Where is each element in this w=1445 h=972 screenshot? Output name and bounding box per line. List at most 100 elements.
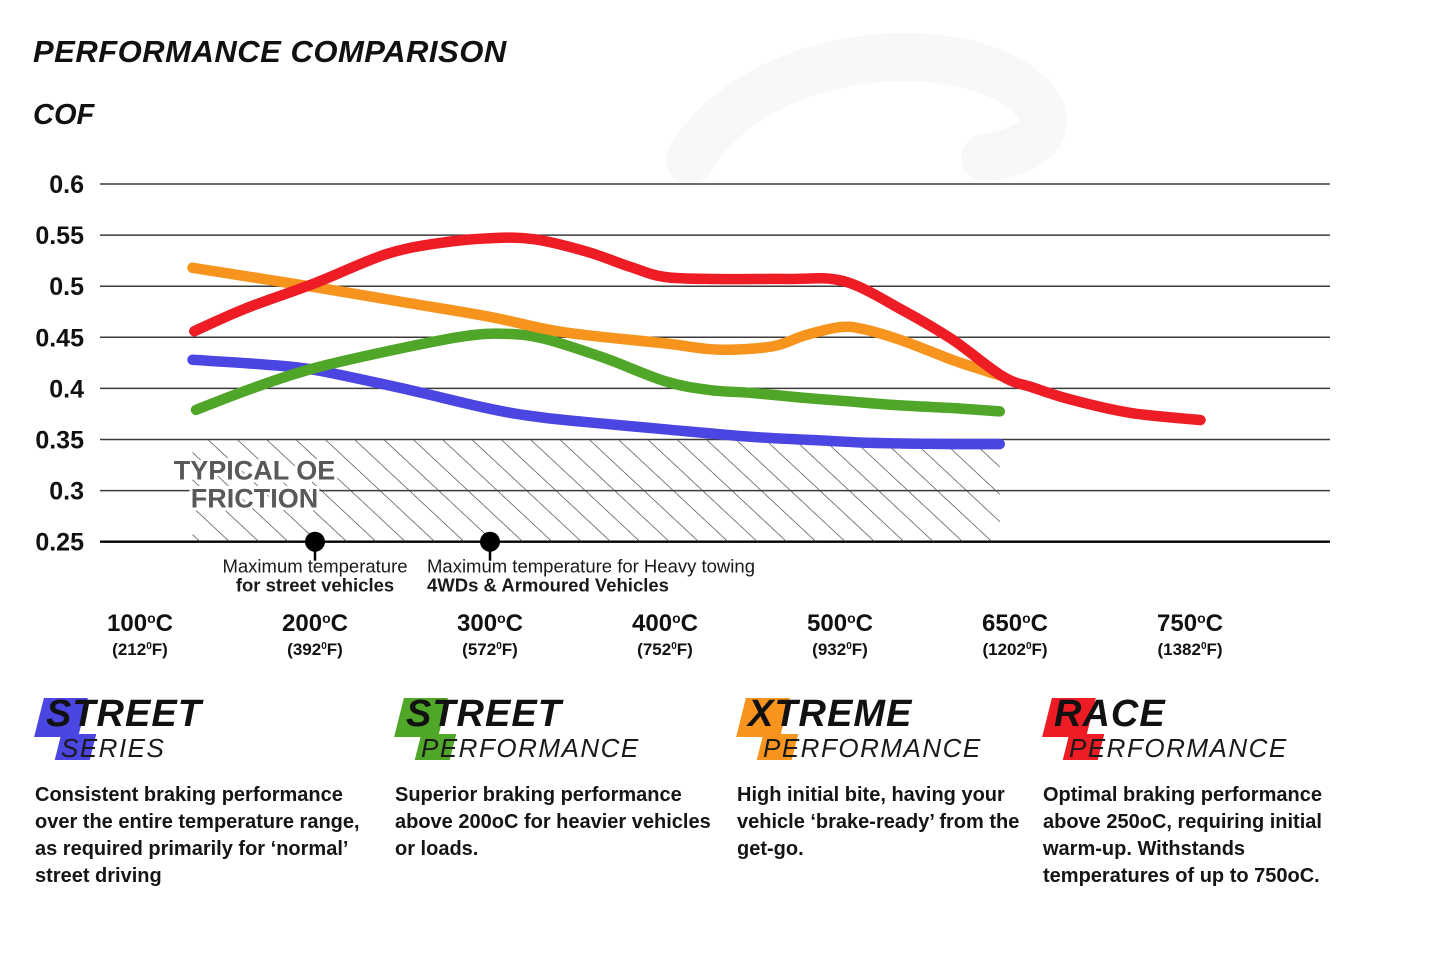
y-axis-tick-label: 0.35 <box>35 427 84 455</box>
tspan: F) <box>852 640 868 659</box>
typical-oe-friction-hatch <box>192 439 1000 542</box>
x-axis-tick-label-celsius: 300oC <box>457 610 523 637</box>
tspan: 650 <box>982 610 1022 637</box>
line-street-performance <box>190 328 1006 417</box>
tspan: 0 <box>321 641 327 652</box>
tspan: 0 <box>1201 641 1207 652</box>
legend-description: Optimal braking performance above 250oC,… <box>1043 784 1322 887</box>
tspan: 400 <box>632 610 672 637</box>
tspan: C <box>1206 610 1223 637</box>
tspan: o <box>1022 610 1031 626</box>
tspan: o <box>147 610 156 626</box>
x-axis-tick-label-celsius: 200oC <box>282 610 348 637</box>
marker-dot <box>305 531 325 552</box>
tspan: 0 <box>146 641 152 652</box>
y-axis-tick-label: 0.6 <box>49 171 84 199</box>
tspan: 750 <box>1157 610 1197 637</box>
y-axis-tick-label: 0.5 <box>49 273 84 301</box>
logo-word-top: STREET <box>46 693 202 735</box>
logo-word-bottom: PERFORMANCE <box>763 733 982 763</box>
tspan: F) <box>677 640 693 659</box>
tspan: o <box>847 610 856 626</box>
marker-annotation-line: 4WDs & Armoured Vehicles <box>427 575 669 596</box>
tspan: C <box>681 610 698 637</box>
marker-annotation-line: for street vehicles <box>236 575 394 596</box>
tspan: (1382 <box>1157 640 1200 659</box>
logo-word-top: XTREME <box>748 693 913 735</box>
watermark-swoosh <box>666 32 1068 184</box>
logo-word-bottom: PERFORMANCE <box>1069 733 1288 763</box>
page-title: PERFORMANCE COMPARISON <box>33 34 507 69</box>
legend-description: High initial bite, having your vehicle ‘… <box>737 784 1020 860</box>
y-axis-tick-label: 0.4 <box>49 375 84 403</box>
x-axis-tick-label-celsius: 100oC <box>107 610 173 637</box>
logo-word-top: RACE <box>1054 693 1166 735</box>
typical-oe-friction-label: FRICTION <box>191 484 319 514</box>
y-axis-tick-label: 0.55 <box>35 222 84 250</box>
line-xtreme-performance <box>187 262 1008 382</box>
tspan: (752 <box>637 640 671 659</box>
street-performance-logo: STREET PERFORMANCE <box>394 693 725 771</box>
tspan: F) <box>327 640 343 659</box>
marker-annotation-line: Maximum temperature <box>222 556 407 577</box>
tspan: 0 <box>1026 641 1032 652</box>
tspan: (932 <box>812 640 846 659</box>
legend-item-xtreme-performance: XTREME PERFORMANCE High initial bite, ha… <box>736 693 1023 863</box>
tspan: F) <box>152 640 168 659</box>
x-axis-tick-label-fahrenheit: (7520F) <box>637 640 693 659</box>
tspan: C <box>331 610 348 637</box>
logo-word-bottom: SERIES <box>61 733 166 763</box>
logo-word-bottom: PERFORMANCE <box>421 733 640 763</box>
series-lines-layer <box>187 232 1206 450</box>
tspan: o <box>497 610 506 626</box>
marker-dot <box>480 531 500 552</box>
performance-chart: 0.60.550.50.450.40.350.30.25 TYPICAL OEF… <box>35 32 1330 659</box>
x-axis-tick-label-fahrenheit: (3920F) <box>287 640 343 659</box>
tspan: F) <box>1032 640 1048 659</box>
y-axis-tick-label: 0.3 <box>49 478 84 506</box>
tspan: 0 <box>846 641 852 652</box>
marker-annotation-line: Maximum temperature for Heavy towing <box>427 556 755 577</box>
tspan: (1202 <box>982 640 1025 659</box>
tspan: 500 <box>807 610 847 637</box>
tspan: C <box>1031 610 1048 637</box>
tspan: o <box>1197 610 1206 626</box>
x-axis-tick-label-celsius: 750oC <box>1157 610 1223 637</box>
tspan: (392 <box>287 640 321 659</box>
x-axis-tick-label-fahrenheit: (13820F) <box>1157 640 1222 659</box>
typical-oe-friction-label: TYPICAL OE <box>174 456 336 486</box>
x-axis-tick-label-celsius: 500oC <box>807 610 873 637</box>
xtreme-performance-logo: XTREME PERFORMANCE <box>736 693 1023 771</box>
tspan: (212 <box>112 640 146 659</box>
tspan: F) <box>1207 640 1223 659</box>
legend-item-street-performance: STREET PERFORMANCE Superior braking perf… <box>394 693 725 863</box>
x-axis-layer: 100oC(2120F)200oC(3920F)300oC(5720F)400o… <box>107 610 1223 659</box>
x-axis-tick-label-fahrenheit: (5720F) <box>462 640 518 659</box>
y-axis-tick-label: 0.25 <box>35 529 84 557</box>
tspan: 0 <box>496 641 502 652</box>
tspan: 100 <box>107 610 147 637</box>
x-axis-tick-label-celsius: 400oC <box>632 610 698 637</box>
tspan: 200 <box>282 610 322 637</box>
legend-item-race-performance: RACE PERFORMANCE Optimal braking perform… <box>1042 693 1373 890</box>
tspan: C <box>506 610 523 637</box>
x-axis-tick-label-fahrenheit: (12020F) <box>982 640 1047 659</box>
tspan: 0 <box>671 641 677 652</box>
tspan: C <box>856 610 873 637</box>
logo-word-top: STREET <box>406 693 562 735</box>
tspan: (572 <box>462 640 496 659</box>
y-axis-title: COF <box>33 99 95 131</box>
tspan: F) <box>502 640 518 659</box>
legend-description: Consistent braking performance over the … <box>35 784 360 887</box>
tspan: 300 <box>457 610 497 637</box>
line-race-performance <box>189 232 1206 426</box>
tspan: o <box>322 610 331 626</box>
tspan: o <box>672 610 681 626</box>
x-axis-tick-label-fahrenheit: (2120F) <box>112 640 168 659</box>
legend-description: Superior braking performance above 200oC… <box>395 784 711 860</box>
x-axis-tick-label-fahrenheit: (9320F) <box>812 640 868 659</box>
x-axis-tick-label-celsius: 650oC <box>982 610 1048 637</box>
